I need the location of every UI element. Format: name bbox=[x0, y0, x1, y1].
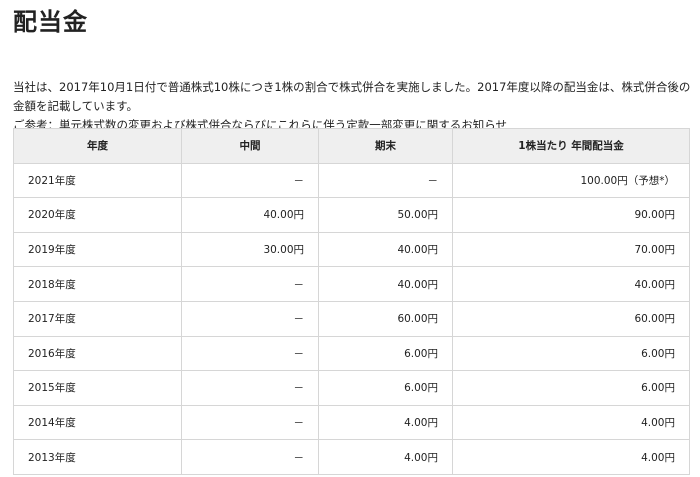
cell-year: 2018年度 bbox=[13, 266, 182, 302]
table-row: 2013年度－ 4.00円 4.00円 bbox=[13, 439, 690, 475]
table-row: 2014年度－ 4.00円 4.00円 bbox=[13, 404, 690, 441]
cell-annual: 90.00円 bbox=[452, 197, 690, 233]
cell-year-end: 6.00円 bbox=[318, 370, 453, 406]
cell-year: 2016年度 bbox=[13, 335, 182, 372]
cell-annual: 4.00円 bbox=[452, 404, 690, 441]
cell-year: 2015年度 bbox=[13, 370, 182, 406]
dividend-table: 年度 中間 期末 1株当たり 年間配当金 2021年度－－ 100.00円（予想*… bbox=[13, 128, 690, 475]
cell-year: 2013年度 bbox=[13, 439, 182, 475]
table-row: 2016年度－ 6.00円 6.00円 bbox=[13, 335, 690, 372]
cell-annual: 6.00円 bbox=[452, 370, 690, 406]
cell-interim: 30.00円 bbox=[181, 231, 319, 268]
cell-year-end: 6.00円 bbox=[318, 335, 453, 372]
cell-interim: － bbox=[181, 404, 319, 441]
cell-year: 2014年度 bbox=[13, 404, 182, 441]
cell-year: 2017年度 bbox=[13, 300, 182, 337]
cell-annual: 40.00円 bbox=[452, 266, 690, 302]
cell-annual: 60.00円 bbox=[452, 300, 690, 337]
table-row: 2021年度－－ 100.00円（予想*） bbox=[13, 162, 690, 199]
cell-year-end: 4.00円 bbox=[318, 439, 453, 475]
cell-annual: 100.00円（予想*） bbox=[452, 162, 690, 199]
header-year-end: 期末 bbox=[318, 128, 453, 164]
cell-year-end: 50.00円 bbox=[318, 197, 453, 233]
table-row: 2015年度－ 6.00円 6.00円 bbox=[13, 370, 690, 406]
cell-year: 2020年度 bbox=[13, 197, 182, 233]
cell-year-end: － bbox=[318, 162, 453, 199]
cell-year-end: 40.00円 bbox=[318, 266, 453, 302]
cell-annual: 4.00円 bbox=[452, 439, 690, 475]
table-header-row: 年度 中間 期末 1株当たり 年間配当金 bbox=[13, 128, 690, 164]
cell-interim: － bbox=[181, 300, 319, 337]
cell-interim: － bbox=[181, 266, 319, 302]
cell-year: 2021年度 bbox=[13, 162, 182, 199]
table-row: 2019年度 30.00円 40.00円 70.00円 bbox=[13, 231, 690, 268]
cell-interim: － bbox=[181, 370, 319, 406]
cell-annual: 70.00円 bbox=[452, 231, 690, 268]
header-year: 年度 bbox=[13, 128, 182, 164]
cell-year-end: 40.00円 bbox=[318, 231, 453, 268]
table-row: 2018年度－ 40.00円 40.00円 bbox=[13, 266, 690, 302]
cell-year-end: 60.00円 bbox=[318, 300, 453, 337]
table-row: 2020年度 40.00円 50.00円 90.00円 bbox=[13, 197, 690, 233]
cell-interim: 40.00円 bbox=[181, 197, 319, 233]
intro-text: 当社は、2017年10月1日付で普通株式10株につき1株の割合で株式併合を実施し… bbox=[13, 80, 691, 113]
cell-year: 2019年度 bbox=[13, 231, 182, 268]
table-row: 2017年度－ 60.00円 60.00円 bbox=[13, 300, 690, 337]
cell-year-end: 4.00円 bbox=[318, 404, 453, 441]
cell-interim: － bbox=[181, 162, 319, 199]
cell-interim: － bbox=[181, 439, 319, 475]
page-title: 配当金 bbox=[13, 8, 88, 36]
intro-section: 当社は、2017年10月1日付で普通株式10株につき1株の割合で株式併合を実施し… bbox=[13, 78, 693, 135]
cell-interim: － bbox=[181, 335, 319, 372]
header-annual: 1株当たり 年間配当金 bbox=[452, 128, 690, 164]
cell-annual: 6.00円 bbox=[452, 335, 690, 372]
header-interim: 中間 bbox=[181, 128, 319, 164]
